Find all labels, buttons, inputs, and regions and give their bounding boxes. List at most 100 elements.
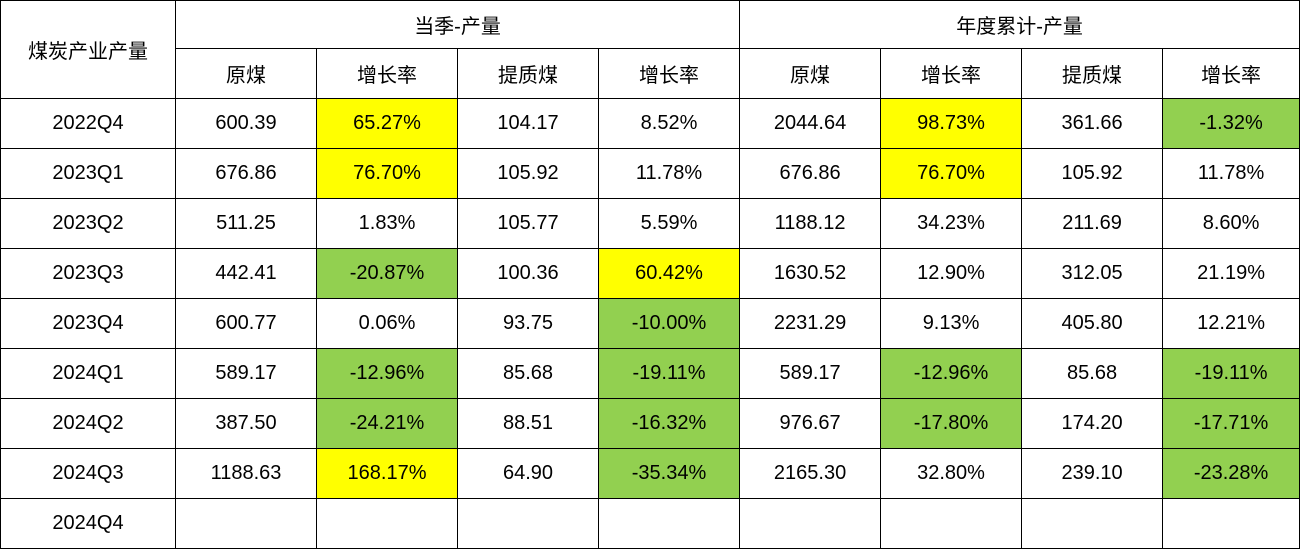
table-cell: 32.80% [880,448,1023,499]
table-cell: -17.80% [880,398,1023,449]
table-row: 2023Q1 676.86 76.70% 105.92 11.78% 676.86 76.7… [0,148,1301,199]
table-cell: 589.17 [739,348,882,399]
table-cell: 600.39 [175,98,317,149]
table-cell: 64.90 [457,448,599,499]
table-cell: 361.66 [1021,98,1164,149]
table-cell: 8.60% [1162,198,1301,249]
table-cell: 76.70% [316,148,458,199]
table-cell: 2165.30 [739,448,882,499]
table-cell: 21.19% [1162,248,1301,299]
column-header-raw-coal: 原煤 [739,48,882,99]
table-cell: 442.41 [175,248,317,299]
table-row: 2023Q3 442.41 -20.87% 100.36 60.42% 1630.52 12… [0,248,1301,299]
column-header-upgraded-coal: 提质煤 [1021,48,1164,99]
table-cell [739,498,882,549]
table-cell: 1188.63 [175,448,317,499]
row-label: 2024Q2 [0,398,176,449]
group-header-cumulative: 年度累计-产量 [739,0,1301,49]
row-label: 2024Q3 [0,448,176,499]
table-cell: 34.23% [880,198,1023,249]
column-header-growth-rate: 增长率 [1162,48,1301,99]
table-row: 2023Q2 511.25 1.83% 105.77 5.59% 1188.12 34.23… [0,198,1301,249]
table-cell: 174.20 [1021,398,1164,449]
column-header-growth-rate: 增长率 [597,48,741,99]
table-cell [1162,498,1301,549]
row-label: 2023Q4 [0,298,176,349]
table-cell: 211.69 [1021,198,1164,249]
table-cell: 11.78% [597,148,741,199]
table-cell: 98.73% [880,98,1023,149]
table-cell: 5.59% [597,198,741,249]
table-row: 2023Q4 600.77 0.06% 93.75 -10.00% 2231.29 9.13… [0,298,1301,349]
table-cell: 1188.12 [739,198,882,249]
corner-header: 煤炭产业产量 [0,0,176,99]
table-cell: 104.17 [457,98,599,149]
table-cell: 2231.29 [739,298,882,349]
table-cell: 1.83% [316,198,458,249]
table-cell: 387.50 [175,398,317,449]
table-cell: 105.92 [1021,148,1164,199]
table-cell: 60.42% [597,248,741,299]
column-header-growth-rate: 增长率 [316,48,458,99]
table-cell [316,498,458,549]
table-cell: -24.21% [316,398,458,449]
table-cell: -1.32% [1162,98,1301,149]
column-header-raw-coal: 原煤 [175,48,317,99]
table-row: 2024Q2 387.50 -24.21% 88.51 -16.32% 976.67 -17… [0,398,1301,449]
table-cell: 105.77 [457,198,599,249]
row-label: 2024Q4 [0,498,176,549]
table-cell: -10.00% [597,298,741,349]
table-cell: 1630.52 [739,248,882,299]
table-cell: 11.78% [1162,148,1301,199]
table-cell [880,498,1023,549]
table-cell: 511.25 [175,198,317,249]
table-cell: 85.68 [1021,348,1164,399]
table-cell: -20.87% [316,248,458,299]
table-cell: 85.68 [457,348,599,399]
table-cell: 65.27% [316,98,458,149]
table-cell: -35.34% [597,448,741,499]
row-label: 2022Q4 [0,98,176,149]
table-cell [457,498,599,549]
column-header-upgraded-coal: 提质煤 [457,48,599,99]
table-row: 2024Q4 [0,498,1301,549]
table-cell [175,498,317,549]
table-cell: -16.32% [597,398,741,449]
table-cell [597,498,741,549]
table-cell: 405.80 [1021,298,1164,349]
table-cell: 0.06% [316,298,458,349]
table-cell: 100.36 [457,248,599,299]
table-cell: 93.75 [457,298,599,349]
row-label: 2024Q1 [0,348,176,399]
column-header-growth-rate: 增长率 [880,48,1023,99]
table-cell: -23.28% [1162,448,1301,499]
table-cell: -17.71% [1162,398,1301,449]
table-row: 2022Q4 600.39 65.27% 104.17 8.52% 2044.64 98.7… [0,98,1301,149]
table-row: 2024Q1 589.17 -12.96% 85.68 -19.11% 589.17 -12… [0,348,1301,399]
table-cell: 2044.64 [739,98,882,149]
table-cell: 600.77 [175,298,317,349]
group-header-quarterly: 当季-产量 [174,0,741,49]
table-cell: 168.17% [316,448,458,499]
table-cell: 239.10 [1021,448,1164,499]
table-cell: 76.70% [880,148,1023,199]
table-body: 2022Q4 600.39 65.27% 104.17 8.52% 2044.64 98.7… [0,98,1301,549]
table-cell: 12.90% [880,248,1023,299]
table-row: 2024Q3 1188.63 168.17% 64.90 -35.34% 2165.30 3… [0,448,1301,499]
table-cell: 8.52% [597,98,741,149]
table-cell: 12.21% [1162,298,1301,349]
table-cell: 105.92 [457,148,599,199]
table-cell: 88.51 [457,398,599,449]
table-cell [1021,498,1164,549]
table-cell: 676.86 [175,148,317,199]
table-cell: -12.96% [880,348,1023,399]
table-cell: 312.05 [1021,248,1164,299]
table-cell: 976.67 [739,398,882,449]
row-label: 2023Q2 [0,198,176,249]
row-label: 2023Q1 [0,148,176,199]
table-cell: -19.11% [597,348,741,399]
table-cell: 676.86 [739,148,882,199]
table-cell: 589.17 [175,348,317,399]
row-label: 2023Q3 [0,248,176,299]
